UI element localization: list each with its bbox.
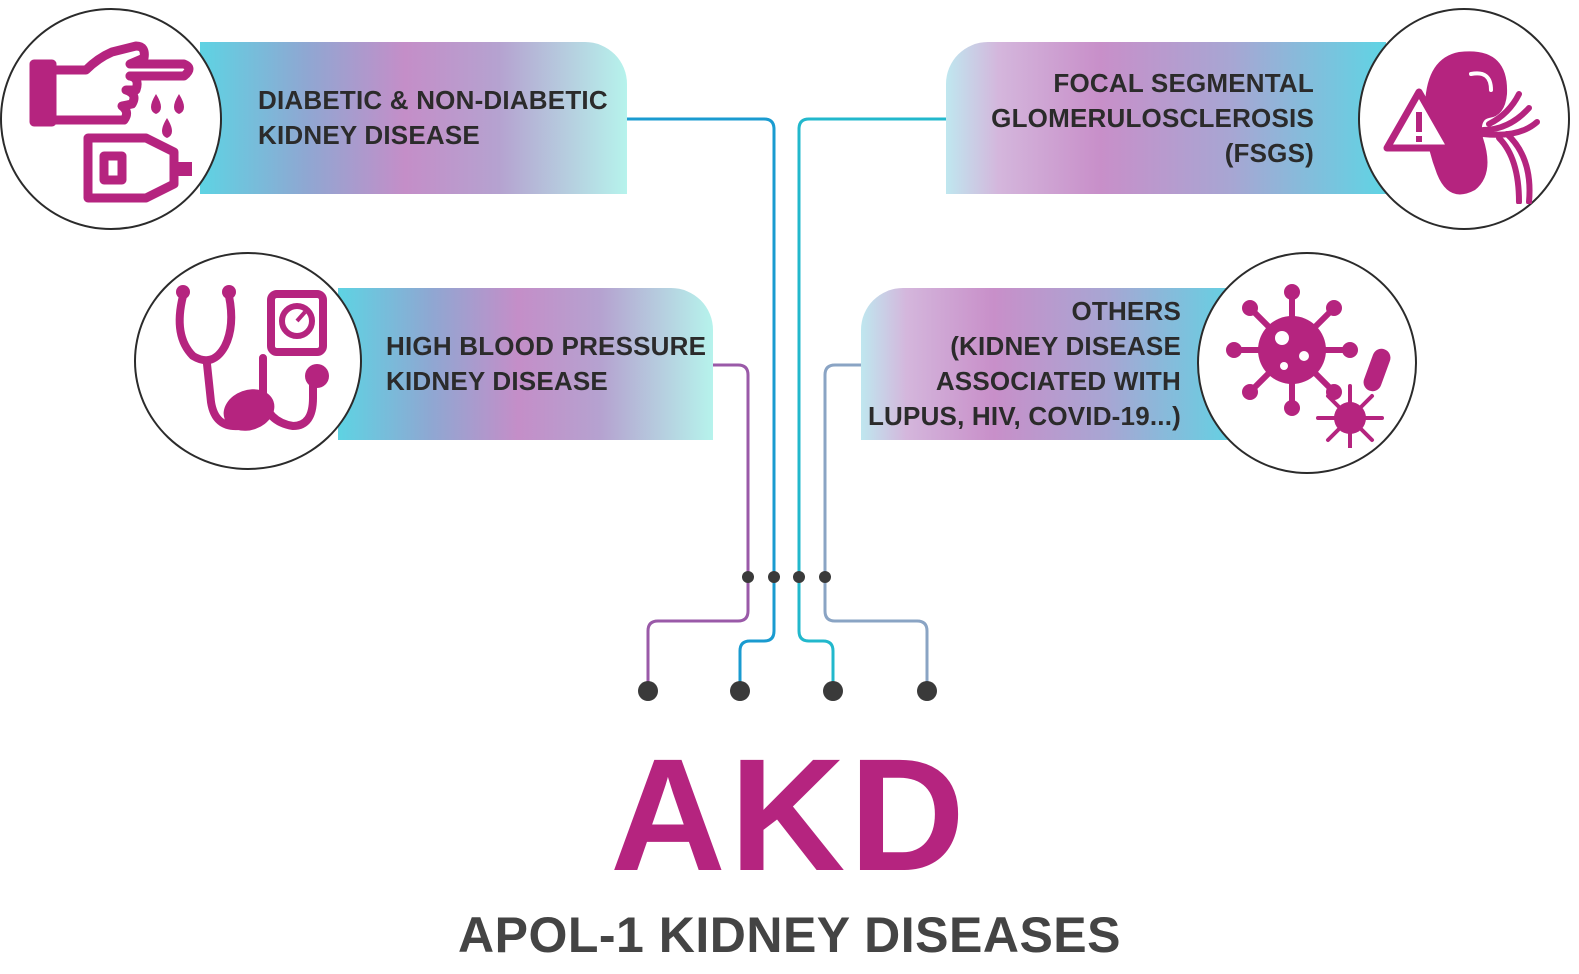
panel-diabetic-line1: DIABETIC & NON-DIABETIC <box>258 85 608 115</box>
subtitle: APOL-1 KIDNEY DISEASES <box>457 907 1121 963</box>
panel-fsgs-line3: (FSGS) <box>1224 137 1314 168</box>
terminal-dot <box>823 681 843 701</box>
panel-others-line3: ASSOCIATED WITH <box>935 366 1181 396</box>
main-title: AKD <box>610 725 969 904</box>
hbp-icon-circle <box>134 252 362 470</box>
junction-dot <box>768 571 780 583</box>
hand-blood-drop-glucose-meter-icon <box>29 41 194 203</box>
terminal-dot <box>638 681 658 701</box>
panel-fsgs-line1: FOCAL SEGMENTAL <box>1053 67 1314 98</box>
fsgs-icon-circle <box>1358 8 1570 230</box>
others-icon-circle <box>1197 252 1417 474</box>
panel-diabetic: DIABETIC & NON-DIABETIC KIDNEY DISEASE <box>200 42 627 194</box>
panel-fsgs: FOCAL SEGMENTAL GLOMERULOSCLEROSIS (FSGS… <box>946 42 1386 194</box>
panel-diabetic-line2: KIDNEY DISEASE <box>258 120 480 150</box>
diabetic-icon-circle <box>0 8 222 230</box>
junction-dot <box>793 571 805 583</box>
virus-icon <box>1226 284 1391 448</box>
wire-diabetic <box>627 117 776 691</box>
wire-hbp <box>646 363 750 691</box>
panel-hbp-line1: HIGH BLOOD PRESSURE <box>386 331 707 361</box>
wire-others <box>823 363 929 691</box>
junction-dot <box>742 571 754 583</box>
panel-fsgs-line2: GLOMERULOSCLEROSIS <box>991 102 1314 133</box>
panel-others-line2: (KIDNEY DISEASE <box>950 331 1181 361</box>
kidney-warning-icon <box>1383 51 1540 204</box>
junction-dot <box>819 571 831 583</box>
panel-others-line4: LUPUS, HIV, COVID-19...) <box>867 401 1181 431</box>
terminal-dot <box>917 681 937 701</box>
stethoscope-blood-pressure-gauge-icon <box>175 285 329 431</box>
panel-others-line1: OTHERS <box>1071 296 1181 326</box>
wire-fsgs <box>797 117 946 691</box>
panel-high-blood-pressure: HIGH BLOOD PRESSURE KIDNEY DISEASE <box>338 288 713 440</box>
terminal-dot <box>730 681 750 701</box>
panel-others: OTHERS (KIDNEY DISEASE ASSOCIATED WITH L… <box>861 288 1241 440</box>
panel-hbp-line2: KIDNEY DISEASE <box>386 366 608 396</box>
